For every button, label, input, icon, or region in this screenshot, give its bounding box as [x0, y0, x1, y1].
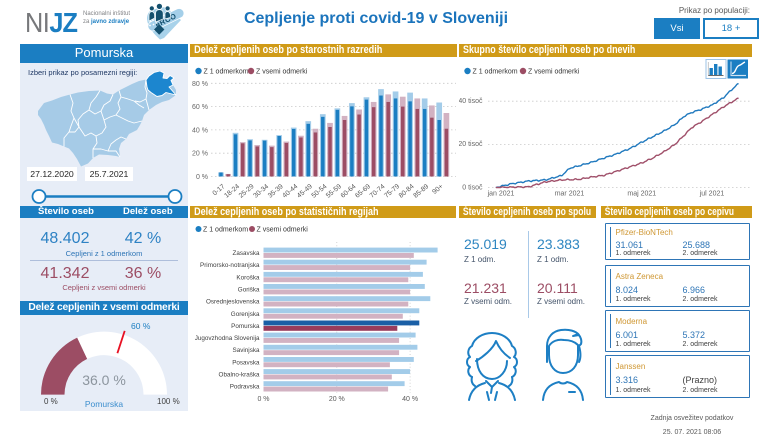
svg-text:90+: 90+: [431, 183, 444, 196]
svg-text:Primorsko-notranjska: Primorsko-notranjska: [200, 262, 260, 269]
svg-text:20 %: 20 %: [192, 151, 208, 158]
svg-text:Obalno-kraška: Obalno-kraška: [219, 371, 260, 378]
svg-text:Z vsemi odmerki: Z vsemi odmerki: [257, 226, 309, 233]
svg-text:100 %: 100 %: [157, 397, 180, 406]
svg-text:0 tisoč: 0 tisoč: [462, 184, 483, 191]
svg-text:Jugovzhodna Slovenija: Jugovzhodna Slovenija: [195, 335, 260, 342]
svg-text:Koroška: Koroška: [236, 274, 260, 281]
svg-text:60 %: 60 %: [192, 104, 208, 111]
svg-text:60-64: 60-64: [340, 183, 358, 200]
svg-text:45-49: 45-49: [296, 183, 314, 200]
svg-text:40 %: 40 %: [402, 396, 418, 403]
svg-text:40 %: 40 %: [192, 127, 208, 134]
svg-text:80 %: 80 %: [192, 81, 208, 88]
svg-text:Pomurska: Pomurska: [231, 322, 260, 329]
svg-text:Goriška: Goriška: [238, 286, 260, 293]
svg-text:Z vsemi odmerki: Z vsemi odmerki: [528, 69, 580, 76]
svg-text:Gorenjska: Gorenjska: [231, 310, 260, 317]
svg-text:50-54: 50-54: [311, 183, 329, 200]
svg-text:0 %: 0 %: [44, 397, 58, 406]
svg-text:mar 2021: mar 2021: [555, 191, 585, 198]
svg-text:36.0 %: 36.0 %: [82, 372, 126, 388]
svg-text:Osrednjeslovenska: Osrednjeslovenska: [206, 298, 260, 305]
svg-text:0 %: 0 %: [196, 174, 208, 181]
svg-text:80-84: 80-84: [398, 183, 416, 200]
svg-text:Z 1 odmerkom: Z 1 odmerkom: [203, 226, 248, 233]
svg-text:60 %: 60 %: [131, 321, 151, 331]
svg-text:85-89: 85-89: [412, 183, 430, 200]
svg-text:75-79: 75-79: [383, 183, 401, 200]
svg-text:20 tisoč: 20 tisoč: [459, 141, 483, 148]
svg-text:18-24: 18-24: [223, 183, 241, 200]
svg-text:55-59: 55-59: [325, 183, 343, 200]
svg-text:30-34: 30-34: [252, 183, 270, 200]
svg-text:65-69: 65-69: [354, 183, 372, 200]
svg-text:20 %: 20 %: [329, 396, 345, 403]
svg-text:40-44: 40-44: [281, 183, 299, 200]
svg-text:jan 2021: jan 2021: [487, 191, 515, 198]
svg-text:jul 2021: jul 2021: [699, 191, 725, 198]
svg-text:35-39: 35-39: [267, 183, 285, 200]
svg-text:Z 1 odmerkom: Z 1 odmerkom: [204, 69, 249, 76]
svg-text:Savinjska: Savinjska: [233, 347, 260, 354]
svg-text:Pomurska: Pomurska: [85, 399, 124, 409]
svg-text:Zasavska: Zasavska: [233, 250, 260, 257]
svg-text:Posavska: Posavska: [232, 359, 260, 366]
svg-text:Podravska: Podravska: [230, 383, 260, 390]
svg-text:Z 1 odmerkom: Z 1 odmerkom: [473, 69, 518, 76]
svg-text:maj 2021: maj 2021: [627, 191, 656, 198]
svg-text:70-74: 70-74: [369, 183, 387, 200]
svg-text:25-29: 25-29: [238, 183, 256, 200]
svg-text:40 tisoč: 40 tisoč: [459, 98, 483, 105]
svg-text:0 %: 0 %: [257, 396, 269, 403]
svg-text:Z vsemi odmerki: Z vsemi odmerki: [256, 69, 308, 76]
